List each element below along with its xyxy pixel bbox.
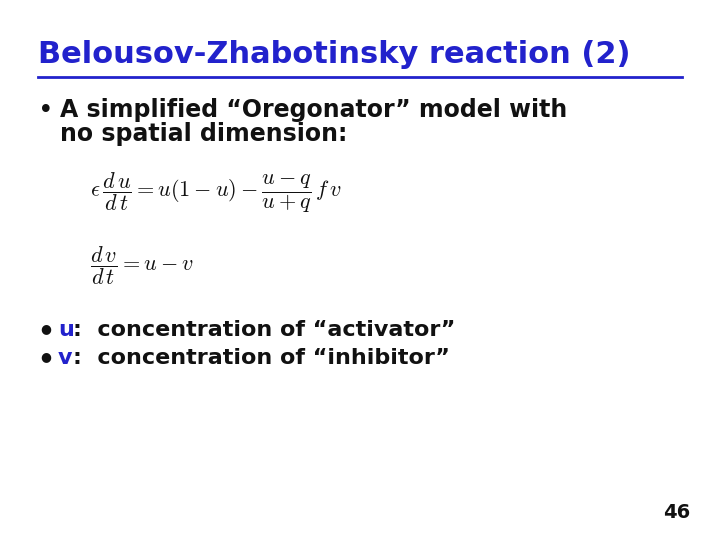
Text: :  concentration of “inhibitor”: : concentration of “inhibitor” bbox=[73, 348, 450, 368]
Text: $\dfrac{d\,v}{d\,t} = u - v$: $\dfrac{d\,v}{d\,t} = u - v$ bbox=[90, 244, 194, 287]
Text: 46: 46 bbox=[662, 503, 690, 522]
Text: $\epsilon\, \dfrac{d\,u}{d\,t} = u(1-u) - \dfrac{u-q}{u+q}\, f\, v$: $\epsilon\, \dfrac{d\,u}{d\,t} = u(1-u) … bbox=[90, 170, 342, 215]
Text: Belousov-Zhabotinsky reaction (2): Belousov-Zhabotinsky reaction (2) bbox=[38, 40, 631, 69]
Text: :  concentration of “activator”: : concentration of “activator” bbox=[73, 320, 455, 340]
Text: u: u bbox=[58, 320, 74, 340]
Text: •: • bbox=[38, 98, 53, 124]
Text: ●: ● bbox=[40, 322, 51, 335]
Text: ●: ● bbox=[40, 350, 51, 363]
Text: A simplified “Oregonator” model with: A simplified “Oregonator” model with bbox=[60, 98, 567, 122]
Text: no spatial dimension:: no spatial dimension: bbox=[60, 122, 347, 146]
Text: v: v bbox=[58, 348, 73, 368]
